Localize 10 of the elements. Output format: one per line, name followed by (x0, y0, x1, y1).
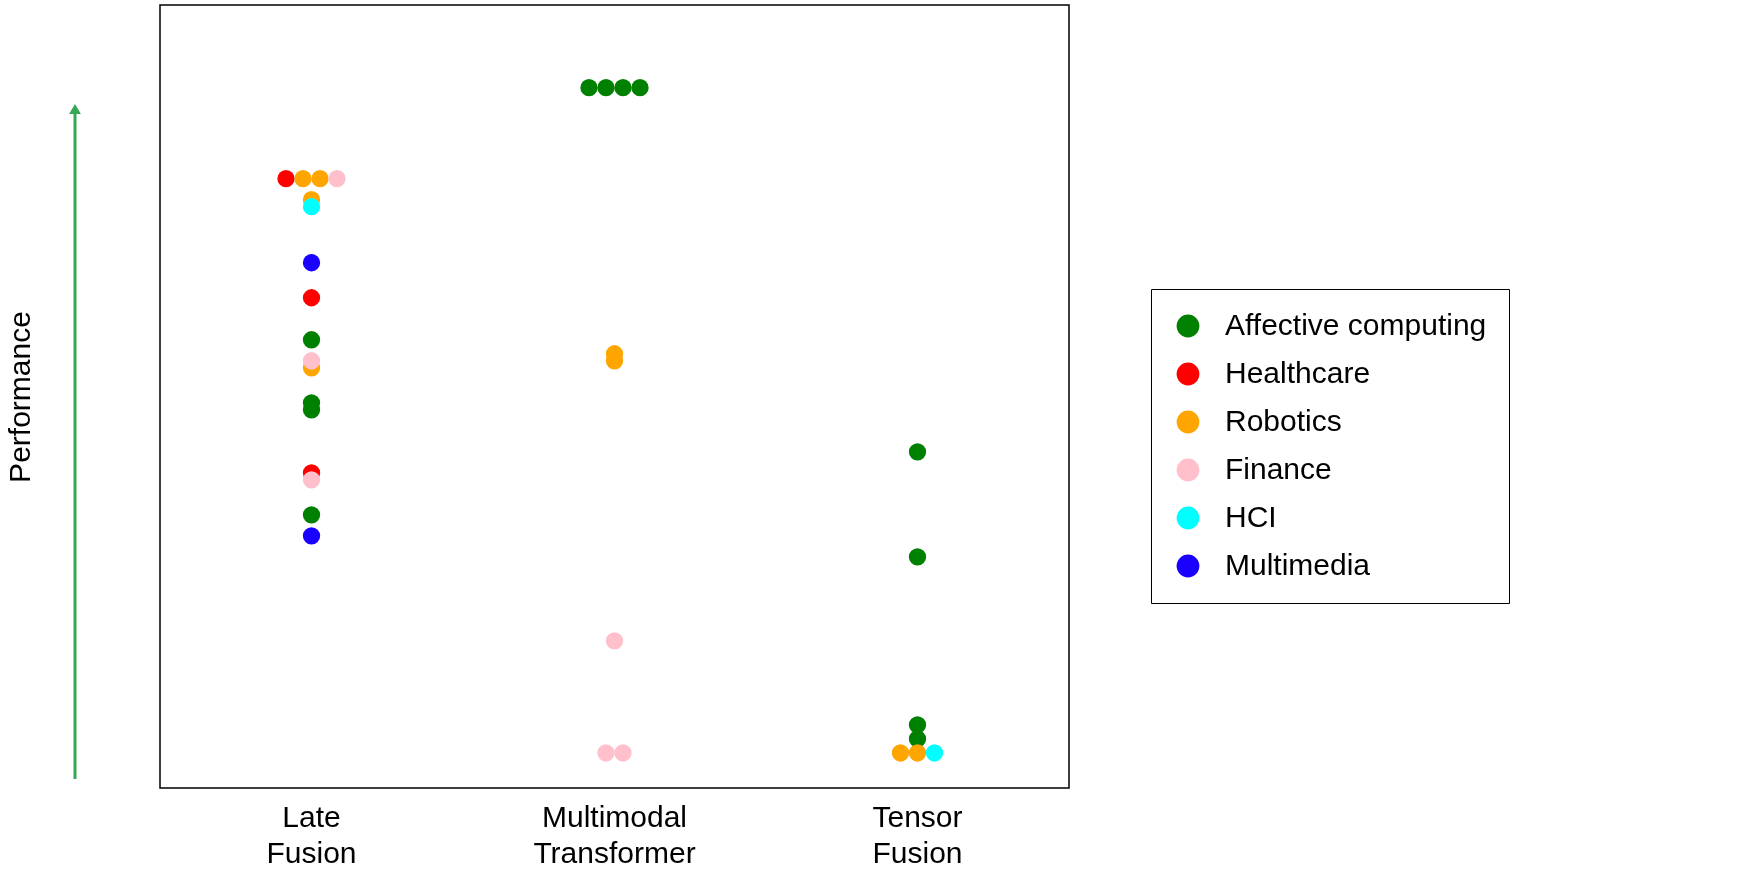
legend-label: Robotics (1225, 404, 1342, 437)
y-axis-title: Performance (2, 311, 36, 483)
legend-label: Healthcare (1225, 356, 1371, 389)
x-tick-label: Late Fusion (266, 799, 357, 869)
legend-label: HCI (1225, 500, 1277, 533)
legend-label: Multimedia (1225, 548, 1371, 581)
x-tick-label: Tensor Fusion (872, 799, 963, 869)
legend-label: Finance (1225, 452, 1332, 485)
legend-label: Affective computing (1225, 308, 1487, 341)
x-tick-label: Multimodal Transformer (533, 799, 696, 869)
